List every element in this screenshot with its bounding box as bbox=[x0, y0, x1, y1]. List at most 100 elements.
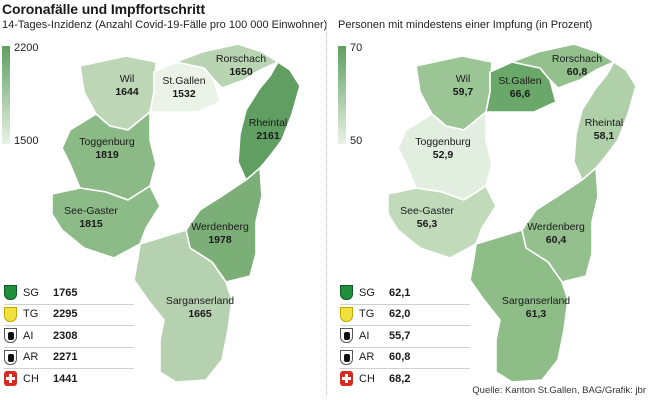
canton-row-ai: AI 55,7 bbox=[340, 325, 470, 347]
left-map-subtitle: 14-Tages-Inzidenz (Anzahl Covid-19-Fälle… bbox=[2, 19, 328, 31]
canton-ar-crest-icon bbox=[340, 349, 353, 365]
table-divider bbox=[4, 368, 134, 369]
region-label-wil: Wil bbox=[120, 73, 135, 85]
region-see-gaster bbox=[51, 185, 161, 259]
canton-value: 2308 bbox=[53, 329, 78, 342]
canton-value: 68,2 bbox=[389, 372, 411, 385]
canton-code: TG bbox=[359, 308, 375, 321]
region-value-toggenburg: 52,9 bbox=[433, 149, 454, 161]
canton-code: CH bbox=[359, 372, 375, 385]
canton-value: 62,1 bbox=[389, 286, 411, 299]
canton-tg-crest-icon bbox=[340, 306, 353, 322]
right-legend-max: 70 bbox=[350, 42, 363, 54]
region-label-st-gallen: St.Gallen bbox=[162, 75, 205, 87]
region-value-st-gallen: 66,6 bbox=[510, 88, 531, 100]
region-value-rorschach: 60,8 bbox=[567, 66, 588, 78]
right-legend-min: 50 bbox=[350, 135, 363, 147]
canton-code: TG bbox=[23, 308, 39, 321]
region-value-werdenberg: 1978 bbox=[208, 234, 232, 246]
left-color-legend bbox=[2, 46, 10, 144]
region-value-werdenberg: 60,4 bbox=[546, 234, 567, 246]
canton-code: SG bbox=[359, 286, 375, 299]
table-divider bbox=[4, 346, 134, 348]
right-vaccination-map: Wil59,7St.Gallen66,6Rorschach60,8Rheinta… bbox=[387, 43, 637, 383]
region-value-see-gaster: 56,3 bbox=[417, 218, 438, 230]
table-divider bbox=[340, 325, 470, 326]
canton-value: 62,0 bbox=[389, 308, 411, 321]
canton-row-ch: CH 1441 bbox=[4, 368, 134, 390]
right-color-legend bbox=[338, 46, 346, 144]
region-value-sarganserland: 1665 bbox=[188, 308, 212, 320]
canton-tg-crest-icon bbox=[4, 306, 17, 322]
canton-ar-crest-icon bbox=[4, 349, 17, 365]
table-divider bbox=[340, 303, 470, 305]
region-rorschach bbox=[175, 43, 279, 89]
region-label-rheintal: Rheintal bbox=[585, 117, 624, 129]
region-label-rorschach: Rorschach bbox=[552, 53, 602, 65]
canton-value: 1441 bbox=[53, 372, 78, 385]
swiss-cross-icon bbox=[340, 371, 353, 387]
canton-code: AR bbox=[359, 351, 375, 364]
region-label-st-gallen: St.Gallen bbox=[498, 75, 541, 87]
table-divider bbox=[340, 346, 470, 348]
region-value-rheintal: 58,1 bbox=[594, 130, 615, 142]
region-label-werdenberg: Werdenberg bbox=[527, 221, 585, 233]
canton-value: 2271 bbox=[53, 351, 78, 364]
canton-code: AR bbox=[23, 351, 39, 364]
region-see-gaster bbox=[387, 185, 497, 259]
region-label-toggenburg: Toggenburg bbox=[79, 136, 135, 148]
region-value-toggenburg: 1819 bbox=[95, 149, 119, 161]
region-label-toggenburg: Toggenburg bbox=[415, 136, 471, 148]
right-canton-table: SG 62,1 TG 62,0 AI 55,7 AR 60,8 CH 68,2 bbox=[340, 282, 470, 390]
left-legend-min: 1500 bbox=[14, 135, 39, 147]
region-sarganserland bbox=[133, 229, 233, 383]
table-divider bbox=[4, 303, 134, 305]
region-value-wil: 1644 bbox=[115, 86, 139, 98]
left-legend-max: 2200 bbox=[14, 42, 39, 54]
canton-row-ar: AR 2271 bbox=[4, 347, 134, 369]
right-map-subtitle: Personen mit mindestens einer Impfung (i… bbox=[338, 19, 593, 31]
canton-ai-crest-icon bbox=[4, 328, 17, 344]
panel-divider bbox=[326, 20, 327, 395]
region-rorschach bbox=[511, 43, 615, 89]
canton-value: 55,7 bbox=[389, 329, 411, 342]
region-label-rorschach: Rorschach bbox=[216, 53, 266, 65]
swiss-cross-icon bbox=[4, 371, 17, 387]
region-value-rorschach: 1650 bbox=[229, 66, 253, 78]
source-note: Quelle: Kanton St.Gallen, BAG/Grafik: jb… bbox=[472, 385, 646, 396]
region-value-see-gaster: 1815 bbox=[79, 218, 103, 230]
region-label-sarganserland: Sarganserland bbox=[166, 295, 234, 307]
region-value-rheintal: 2161 bbox=[256, 130, 280, 142]
region-label-see-gaster: See-Gaster bbox=[400, 205, 454, 217]
canton-code: CH bbox=[23, 372, 39, 385]
canton-row-sg: SG 62,1 bbox=[340, 282, 470, 304]
canton-sg-crest-icon bbox=[4, 285, 17, 301]
canton-row-sg: SG 1765 bbox=[4, 282, 134, 304]
table-divider bbox=[4, 325, 134, 326]
canton-value: 1765 bbox=[53, 286, 78, 299]
region-value-wil: 59,7 bbox=[453, 86, 474, 98]
left-canton-table: SG 1765 TG 2295 AI 2308 AR 2271 CH 1441 bbox=[4, 282, 134, 390]
canton-row-ai: AI 2308 bbox=[4, 325, 134, 347]
canton-value: 60,8 bbox=[389, 351, 411, 364]
region-value-st-gallen: 1532 bbox=[172, 88, 196, 100]
region-toggenburg bbox=[61, 111, 157, 201]
canton-code: AI bbox=[23, 329, 34, 342]
canton-code: AI bbox=[359, 329, 370, 342]
canton-code: SG bbox=[23, 286, 39, 299]
table-divider bbox=[340, 368, 470, 369]
region-label-wil: Wil bbox=[456, 73, 471, 85]
region-toggenburg bbox=[397, 111, 493, 201]
page-title: Coronafälle und Impffortschritt bbox=[2, 1, 206, 17]
region-label-see-gaster: See-Gaster bbox=[64, 205, 118, 217]
canton-ai-crest-icon bbox=[340, 328, 353, 344]
region-value-sarganserland: 61,3 bbox=[526, 308, 547, 320]
region-label-werdenberg: Werdenberg bbox=[191, 221, 249, 233]
canton-row-ch: CH 68,2 bbox=[340, 368, 470, 390]
canton-row-ar: AR 60,8 bbox=[340, 347, 470, 369]
region-label-sarganserland: Sarganserland bbox=[502, 295, 570, 307]
canton-row-tg: TG 2295 bbox=[4, 304, 134, 326]
canton-value: 2295 bbox=[53, 308, 78, 321]
